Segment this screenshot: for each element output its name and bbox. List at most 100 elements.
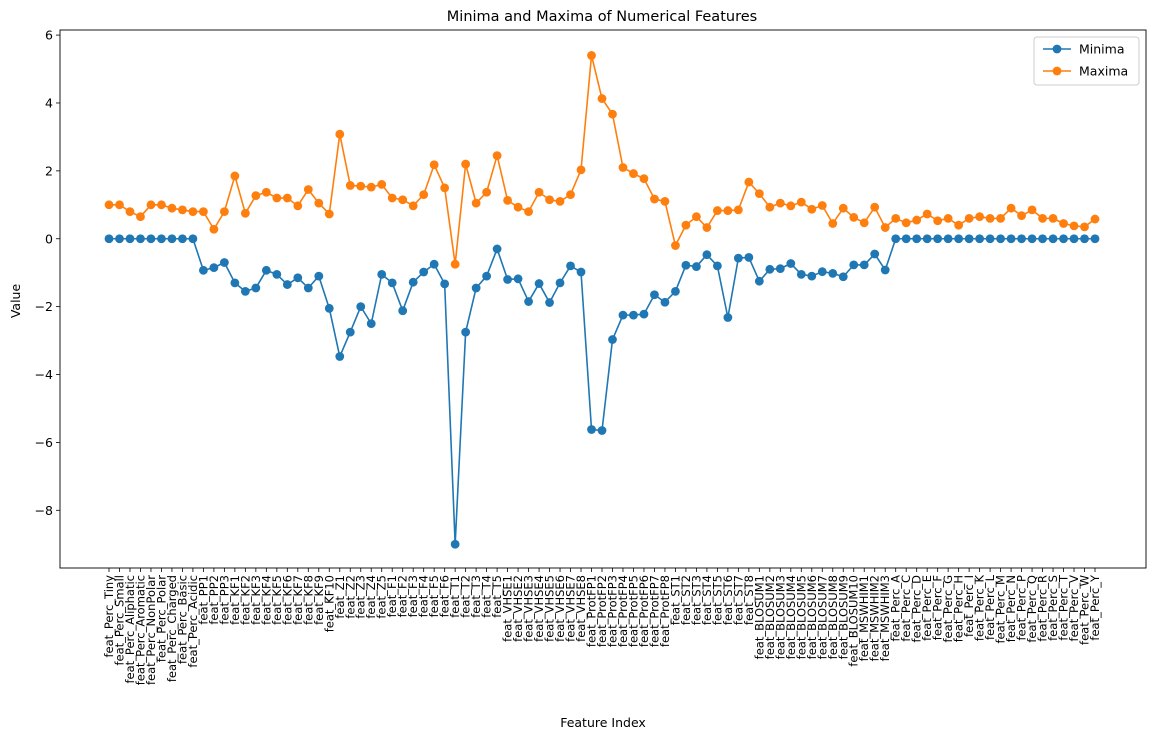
data-point-maxima bbox=[576, 165, 586, 175]
x-tick-label: feat_Z4 bbox=[364, 575, 378, 619]
data-point-maxima bbox=[324, 209, 334, 219]
data-point-maxima bbox=[975, 212, 985, 222]
data-point-minima bbox=[492, 244, 502, 254]
data-point-minima bbox=[272, 269, 282, 279]
x-tick-label: feat_BLOSUM4 bbox=[784, 575, 798, 659]
data-point-minima bbox=[933, 234, 943, 244]
data-point-maxima bbox=[639, 174, 649, 184]
data-point-minima bbox=[524, 297, 533, 306]
x-tick-label: feat_ProtFP6 bbox=[637, 575, 651, 647]
data-point-maxima bbox=[618, 163, 628, 172]
data-point-maxima bbox=[1038, 213, 1047, 223]
x-tick-label: feat_KF6 bbox=[280, 575, 294, 625]
legend-marker-maxima bbox=[1052, 66, 1062, 76]
data-point-minima bbox=[712, 261, 722, 271]
x-tick-label: feat_F1 bbox=[385, 575, 399, 617]
plot-frame bbox=[59, 29, 1147, 569]
data-point-minima bbox=[838, 272, 848, 282]
data-point-minima bbox=[1038, 234, 1047, 244]
data-point-maxima bbox=[796, 197, 806, 207]
data-point-minima bbox=[692, 262, 701, 271]
data-point-maxima bbox=[1080, 222, 1089, 232]
data-point-minima bbox=[335, 352, 345, 361]
data-point-minima bbox=[859, 260, 869, 270]
data-point-minima bbox=[366, 319, 376, 329]
data-point-maxima bbox=[377, 180, 387, 189]
x-tick-label: feat_Perc_Polar bbox=[154, 575, 168, 662]
data-point-maxima bbox=[943, 213, 953, 223]
x-tick-label: feat_KF3 bbox=[249, 575, 263, 625]
data-point-minima bbox=[136, 234, 145, 244]
y-tick-label: 0 bbox=[45, 231, 53, 246]
data-point-minima bbox=[618, 310, 628, 320]
data-point-minima bbox=[104, 234, 114, 244]
x-tick-label: feat_Perc_Acidic bbox=[186, 575, 200, 668]
data-point-minima bbox=[188, 234, 198, 244]
data-point-minima bbox=[1090, 234, 1100, 244]
x-tick-label: feat_Perc_M bbox=[994, 575, 1008, 644]
data-point-maxima bbox=[345, 181, 355, 190]
data-point-minima bbox=[230, 278, 240, 288]
data-point-maxima bbox=[933, 216, 943, 226]
data-point-maxima bbox=[303, 185, 313, 194]
x-tick-label: feat_Perc_H bbox=[952, 575, 966, 642]
x-tick-label: feat_Perc_Y bbox=[1088, 574, 1102, 641]
data-point-minima bbox=[912, 234, 922, 244]
x-tick-label: feat_Z3 bbox=[354, 575, 368, 619]
data-point-minima bbox=[555, 278, 565, 288]
data-point-minima bbox=[754, 276, 764, 286]
data-point-maxima bbox=[125, 207, 135, 217]
data-point-minima bbox=[345, 327, 355, 337]
data-point-minima bbox=[702, 250, 712, 260]
x-tick-label: feat_Perc_K bbox=[973, 575, 987, 642]
data-point-minima bbox=[1017, 234, 1026, 244]
data-point-minima bbox=[209, 263, 219, 272]
data-point-maxima bbox=[786, 201, 796, 211]
data-point-minima bbox=[461, 327, 471, 337]
x-tick-label: feat_Perc_Tiny bbox=[102, 575, 116, 658]
x-tick-label: feat_PP2 bbox=[207, 575, 221, 625]
x-axis: feat_Perc_Tinyfeat_Perc_Smallfeat_Perc_A… bbox=[102, 568, 1102, 685]
x-tick-label: feat_ProtFP2 bbox=[595, 575, 609, 647]
x-tick-label: feat_ProtFP7 bbox=[647, 575, 661, 647]
x-tick-label: feat_Perc_N bbox=[1004, 575, 1018, 642]
data-point-maxima bbox=[230, 171, 240, 181]
x-tick-label: feat_PP1 bbox=[196, 575, 210, 625]
x-tick-label: feat_BLOSUM9 bbox=[836, 575, 850, 659]
data-point-maxima bbox=[534, 187, 544, 197]
x-tick-label: feat_BLOSUM10 bbox=[847, 575, 861, 667]
x-tick-label: feat_Perc_V bbox=[1067, 575, 1081, 642]
data-point-minima bbox=[880, 265, 890, 275]
data-point-maxima bbox=[849, 212, 859, 222]
data-point-minima bbox=[828, 268, 838, 278]
data-point-minima bbox=[765, 264, 775, 274]
x-tick-label: feat_ProtFP4 bbox=[616, 575, 630, 647]
data-point-maxima bbox=[775, 198, 785, 208]
data-point-maxima bbox=[1027, 205, 1037, 215]
data-point-minima bbox=[817, 267, 827, 277]
x-tick-label: feat_ST3 bbox=[689, 575, 703, 625]
x-tick-label: feat_Perc_Aromatic bbox=[133, 575, 147, 685]
x-tick-label: feat_ST6 bbox=[721, 575, 735, 625]
x-tick-label: feat_F2 bbox=[396, 575, 410, 617]
y-tick-label: 4 bbox=[45, 95, 53, 110]
data-point-minima bbox=[219, 258, 229, 267]
data-point-maxima bbox=[629, 169, 638, 178]
x-tick-label: feat_ST2 bbox=[679, 575, 693, 625]
data-point-minima bbox=[293, 273, 303, 283]
data-point-minima bbox=[513, 274, 523, 284]
data-point-minima bbox=[786, 259, 796, 268]
data-point-maxima bbox=[891, 213, 901, 223]
data-point-minima bbox=[1080, 234, 1089, 244]
data-point-maxima bbox=[912, 215, 922, 225]
x-tick-label: feat_ProtFP5 bbox=[626, 575, 640, 647]
data-point-maxima bbox=[450, 259, 460, 269]
data-point-maxima bbox=[1006, 203, 1016, 213]
data-point-maxima bbox=[702, 223, 712, 232]
data-point-maxima bbox=[524, 207, 533, 217]
data-point-minima bbox=[849, 260, 859, 270]
x-tick-label: feat_F5 bbox=[427, 575, 441, 617]
data-point-maxima bbox=[219, 207, 229, 217]
data-point-maxima bbox=[199, 207, 208, 217]
data-point-maxima bbox=[754, 189, 764, 199]
